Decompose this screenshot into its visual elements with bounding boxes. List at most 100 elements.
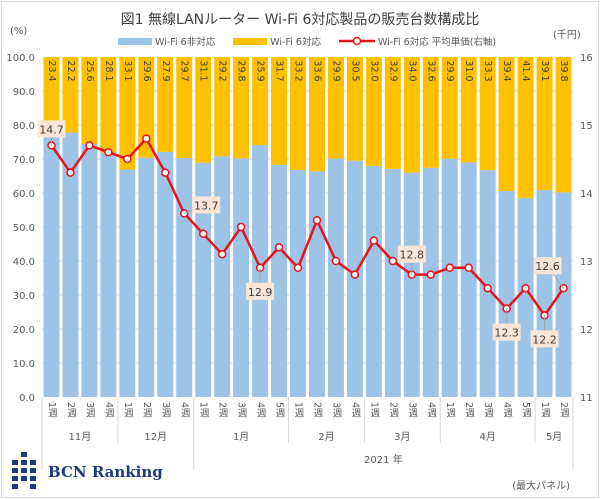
bar-data-label: 29.8	[236, 60, 247, 81]
price-callout-label: 13.7	[194, 199, 219, 212]
x-tick-label: 3週	[160, 402, 172, 418]
bar-non-wifi6	[441, 158, 458, 397]
x-tick-label: 1週	[368, 402, 380, 418]
x-tick-label: 2週	[217, 402, 229, 418]
bar-wifi6	[119, 57, 136, 170]
bar-wifi6	[195, 57, 212, 163]
price-marker	[217, 249, 227, 259]
bar-data-label: 27.9	[160, 60, 171, 81]
bar-non-wifi6	[138, 157, 155, 397]
price-marker	[104, 147, 113, 157]
price-callout-label: 14.7	[39, 123, 64, 136]
bar-non-wifi6	[309, 171, 325, 397]
y-tick-label: 30.0	[13, 291, 35, 302]
callout-box	[37, 120, 66, 138]
bar-non-wifi6	[62, 132, 79, 398]
price-callout-label: 12.6	[535, 260, 560, 273]
bar-wifi6	[290, 57, 306, 170]
bar-data-label: 30.5	[349, 60, 360, 81]
month-label: 5月	[546, 431, 562, 443]
price-marker	[85, 141, 94, 150]
bar-data-label: 29.6	[141, 60, 152, 81]
bar-non-wifi6	[195, 162, 212, 397]
y-tick-label: 10.0	[13, 359, 35, 370]
bar-data-label: 32.6	[425, 60, 436, 81]
legend-label: Wi-Fi 6非対応	[155, 37, 216, 48]
bar-wifi6	[43, 57, 60, 137]
bar-data-label: 33.3	[482, 60, 493, 81]
bar-non-wifi6	[43, 136, 60, 397]
bar-data-label: 31.1	[198, 60, 209, 81]
bar-non-wifi6	[176, 157, 193, 397]
month-label: 2月	[318, 431, 334, 443]
x-tick-label: 4週	[103, 402, 115, 418]
bar-data-label: 28.1	[103, 60, 114, 81]
price-callout-label: 12.9	[248, 286, 273, 299]
price-callout-label: 12.3	[494, 327, 519, 340]
bar-wifi6	[271, 57, 288, 165]
price-marker	[521, 283, 530, 293]
callout-box	[533, 257, 562, 275]
bar-wifi6	[460, 57, 477, 163]
month-label: 11月	[69, 431, 92, 443]
legend-swatch-blue	[118, 37, 152, 45]
bar-data-label: 33.6	[311, 60, 322, 81]
bar-data-label: 39.8	[558, 60, 569, 81]
price-marker	[123, 154, 132, 164]
left-axis-unit: (%)	[10, 26, 28, 37]
brand-name: BCN Ranking	[48, 463, 163, 481]
bar-wifi6	[365, 57, 382, 166]
bar-non-wifi6	[479, 170, 496, 397]
bar-data-label: 31.7	[274, 60, 285, 81]
bar-wifi6	[441, 57, 458, 159]
brand-logo: BCN Ranking	[12, 452, 163, 492]
x-tick-label: 4週	[501, 402, 513, 418]
bar-wifi6	[536, 57, 553, 190]
bar-wifi6	[252, 57, 269, 146]
x-tick-label: 3週	[482, 402, 494, 418]
bar-wifi6	[81, 57, 98, 145]
bar-data-label: 29.7	[179, 60, 190, 81]
callout-box	[492, 323, 521, 341]
x-tick-label: 2週	[141, 402, 153, 418]
callout-box	[246, 282, 275, 300]
bar-data-label: 23.4	[46, 60, 57, 81]
bar-non-wifi6	[271, 164, 288, 397]
bar-non-wifi6	[100, 152, 117, 397]
bar-data-label: 32.9	[387, 60, 398, 81]
bar-wifi6	[233, 57, 250, 159]
bar-non-wifi6	[119, 169, 136, 397]
bar-wifi6	[327, 57, 344, 159]
bar-wifi6	[479, 57, 496, 171]
legend-line-marker-icon	[338, 36, 375, 46]
bar-data-label: 25.9	[255, 60, 266, 81]
right-axis-unit: (千円)	[553, 30, 581, 41]
bar-non-wifi6	[81, 144, 98, 397]
y-tick-label: 70.0	[13, 155, 35, 166]
x-tick-label: 1週	[539, 402, 551, 418]
y2-tick-label: 11	[580, 393, 593, 404]
x-tick-label: 5週	[520, 402, 532, 418]
price-marker	[426, 270, 436, 279]
x-tick-label: 3週	[236, 402, 248, 418]
price-marker	[464, 263, 473, 273]
bar-non-wifi6	[498, 190, 515, 397]
bar-wifi6	[100, 57, 117, 153]
chart-plot: 0.0 10.0 20.0 30.0 40.0 50.0 60.0 70.0 80.0 90.0 1…	[6, 53, 593, 470]
x-tick-label: 3週	[330, 402, 342, 418]
bar-non-wifi6	[157, 151, 174, 397]
price-marker	[274, 243, 284, 252]
price-marker	[312, 215, 322, 225]
price-marker	[198, 229, 208, 239]
bar-non-wifi6	[233, 158, 250, 397]
price-marker	[142, 134, 151, 143]
legend-item-wifi6: Wi-Fi 6対応	[233, 34, 321, 48]
x-tick-label: 1週	[444, 402, 456, 418]
price-callout-label: 12.2	[532, 333, 557, 346]
price-marker	[369, 236, 379, 245]
bar-data-label: 29.9	[444, 60, 455, 81]
month-label: 4月	[479, 431, 495, 443]
bar-data-label: 33.2	[293, 60, 304, 81]
bar-non-wifi6	[214, 156, 231, 397]
